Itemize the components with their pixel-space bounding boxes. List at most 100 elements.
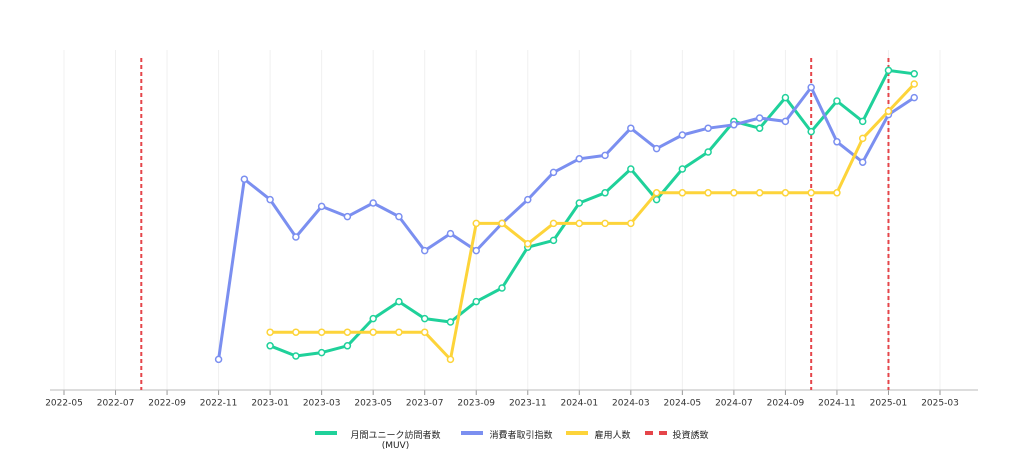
x-tick-label: 2023-07	[406, 399, 444, 409]
point	[858, 158, 867, 166]
point	[755, 189, 764, 197]
point	[807, 127, 815, 136]
x-tick-label: 2024-07	[715, 399, 753, 409]
point	[652, 189, 661, 197]
point	[627, 219, 635, 228]
point	[601, 219, 609, 228]
point	[549, 219, 558, 228]
point	[678, 189, 687, 197]
point	[420, 328, 429, 336]
point	[833, 189, 841, 197]
point	[317, 202, 326, 211]
legend: 月間ユニーク訪問者数 (MUV) 消費者取引指数 雇用人数 投資誘致	[0, 428, 1024, 451]
point	[266, 342, 274, 350]
point	[575, 219, 584, 228]
point	[781, 189, 790, 197]
point	[472, 297, 480, 306]
point	[730, 121, 738, 129]
point	[446, 229, 455, 238]
series-line	[270, 82, 916, 361]
x-tick-label: 2022-05	[45, 399, 83, 409]
point	[704, 148, 712, 156]
x-tick-label: 2023-03	[303, 399, 341, 409]
point	[627, 124, 635, 132]
point	[807, 83, 815, 92]
point	[858, 134, 867, 143]
point	[369, 314, 377, 323]
x-tick-label: 2023-11	[509, 399, 547, 409]
point	[730, 189, 738, 197]
point	[910, 93, 918, 102]
legend-label: 雇用人数	[594, 431, 631, 441]
point	[446, 318, 455, 326]
point	[833, 97, 841, 105]
point	[292, 233, 300, 241]
x-tick-label: 2024-05	[664, 399, 702, 409]
point	[678, 165, 687, 173]
point	[343, 328, 352, 336]
point	[549, 168, 558, 177]
point	[420, 314, 429, 323]
point	[781, 117, 790, 126]
x-tick-label: 2024-03	[612, 399, 650, 409]
legend-label: 消費者取引指数	[489, 431, 553, 441]
point	[446, 355, 455, 364]
x-tick-label: 2024-01	[560, 399, 598, 409]
point	[755, 124, 764, 132]
x-tick-label: 2023-01	[251, 399, 289, 409]
point	[704, 124, 712, 132]
point	[549, 236, 558, 245]
point	[575, 199, 584, 207]
point	[369, 328, 377, 336]
point	[858, 117, 867, 126]
point	[214, 355, 223, 364]
x-tick-label: 2022-07	[97, 399, 135, 409]
point	[395, 328, 403, 336]
point	[678, 131, 687, 139]
point	[292, 328, 300, 336]
x-tick-label: 2025-01	[870, 399, 908, 409]
legend-label: 投資誘致	[672, 431, 709, 441]
x-tick-label: 2024-09	[767, 399, 805, 409]
legend-item: 雇用人数	[566, 428, 631, 451]
point	[317, 328, 326, 336]
x-tick-label: 2025-03	[921, 399, 959, 409]
point	[652, 144, 661, 153]
point	[627, 165, 635, 173]
point	[884, 107, 893, 115]
point	[704, 189, 712, 197]
point	[524, 240, 532, 248]
point	[292, 352, 300, 360]
point	[910, 70, 918, 78]
legend-item: 消費者取引指数	[461, 428, 552, 451]
legend-item: 月間ユニーク訪問者数 (MUV)	[315, 428, 447, 451]
point	[317, 348, 326, 357]
point	[781, 93, 790, 102]
point	[266, 328, 274, 336]
point	[601, 151, 609, 160]
point	[420, 246, 429, 255]
x-tick-label: 2022-09	[148, 399, 186, 409]
point	[755, 114, 764, 122]
legend-item: 投資誘致	[644, 428, 709, 451]
x-tick-label: 2023-09	[457, 399, 495, 409]
x-tick-label: 2024-11	[818, 399, 856, 409]
legend-swatch	[644, 431, 667, 435]
point	[395, 297, 403, 306]
point	[472, 219, 480, 228]
point	[833, 138, 841, 146]
point	[807, 189, 815, 197]
x-tick-label: 2022-11	[200, 399, 238, 409]
x-tick-label: 2023-05	[354, 399, 392, 409]
point	[652, 195, 661, 204]
point	[472, 246, 480, 255]
legend-swatch	[315, 431, 338, 435]
legend-label: 月間ユニーク訪問者数 (MUV)	[350, 431, 441, 451]
point	[498, 219, 506, 228]
legend-swatch	[566, 431, 589, 435]
point	[343, 212, 352, 221]
point	[910, 80, 918, 88]
series-line	[269, 68, 915, 358]
